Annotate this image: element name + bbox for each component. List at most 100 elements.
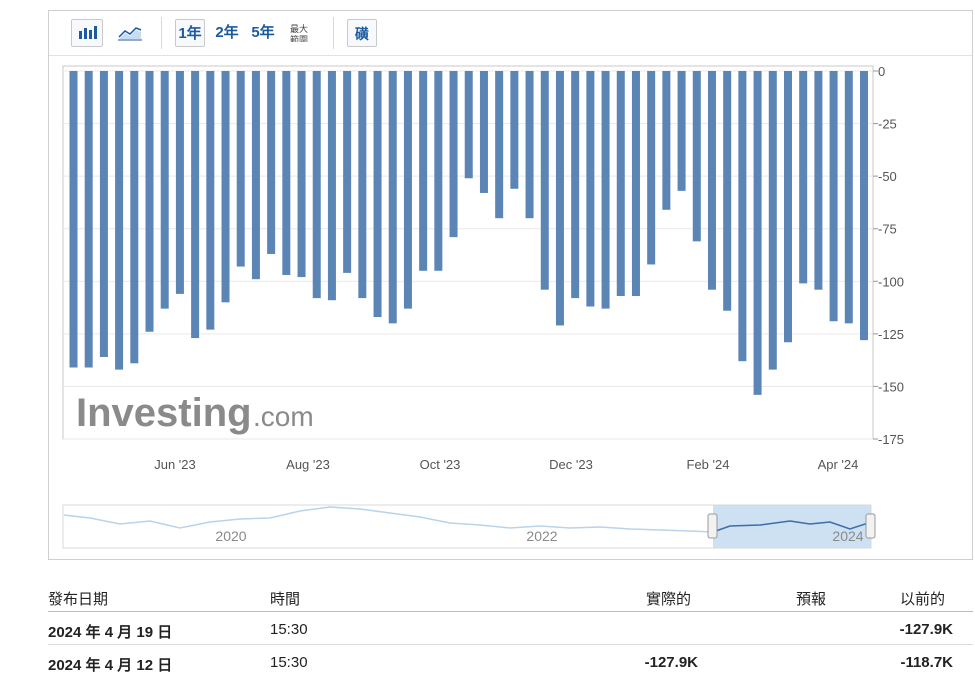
bar	[419, 71, 428, 271]
bar	[555, 71, 564, 326]
y-tick-label: -175	[878, 432, 904, 447]
bar	[829, 71, 838, 322]
bar	[464, 71, 473, 179]
bar	[449, 71, 458, 238]
x-tick-label: Apr '24	[818, 457, 859, 472]
header-forecast: 預報	[796, 591, 827, 608]
navigator-left-handle[interactable]	[707, 513, 718, 539]
table-view-button[interactable]: 磺	[347, 19, 377, 47]
bar	[723, 71, 732, 311]
y-tick-label: -125	[878, 327, 904, 342]
watermark: Investing .com	[76, 391, 314, 435]
bar	[115, 71, 124, 370]
navigator-line-selected	[712, 520, 871, 533]
bar	[677, 71, 686, 191]
y-tick-label: -100	[878, 274, 904, 289]
bar	[647, 71, 656, 265]
y-tick-label: -25	[878, 117, 897, 132]
bar	[236, 71, 245, 267]
bar	[221, 71, 230, 303]
header-previous: 以前的	[900, 591, 946, 608]
bar	[373, 71, 382, 318]
bar	[282, 71, 291, 275]
bar	[206, 71, 215, 330]
bar	[160, 71, 169, 309]
x-tick-label: Aug '23	[286, 457, 330, 472]
navigator-label-2022: 2022	[526, 528, 557, 544]
bar	[388, 71, 397, 324]
chart-toolbar: 1年 2年 5年 最大範圍 磺	[49, 11, 972, 56]
bar	[692, 71, 701, 242]
bar	[707, 71, 716, 290]
row-time: 15:30	[270, 654, 308, 671]
navigator-label-2020: 2020	[215, 528, 246, 544]
bar	[84, 71, 93, 368]
y-tick-label: -150	[878, 379, 904, 394]
bar	[525, 71, 534, 219]
bar	[175, 71, 184, 294]
bar	[99, 71, 108, 357]
bar	[145, 71, 154, 332]
bar	[358, 71, 367, 299]
row-previous: -118.7K	[900, 654, 953, 671]
range-max-button[interactable]: 最大範圍	[289, 24, 308, 42]
x-tick-label: Jun '23	[154, 457, 196, 472]
y-tick-label: -50	[878, 169, 897, 184]
bar	[753, 71, 762, 395]
area-chart-icon[interactable]	[113, 19, 147, 47]
bar	[343, 71, 352, 273]
bar	[479, 71, 488, 193]
bar	[130, 71, 139, 364]
x-tick-label: Feb '24	[687, 457, 730, 472]
x-tick-label: Dec '23	[549, 457, 593, 472]
row-time: 15:30	[270, 621, 308, 638]
bar	[814, 71, 823, 290]
bar	[297, 71, 306, 278]
bar	[540, 71, 549, 290]
y-tick-label: -75	[878, 222, 897, 237]
header-time: 時間	[270, 591, 301, 608]
bar	[403, 71, 412, 309]
bar	[267, 71, 276, 254]
range-2y-button[interactable]: 2年	[215, 24, 239, 41]
table-header-row: 發布日期 時間 實際的 預報 以前的	[48, 580, 973, 612]
row-date: 2024 年 4 月 12 日	[48, 657, 173, 674]
bar	[860, 71, 868, 341]
bar	[799, 71, 808, 284]
bar-chart-icon[interactable]	[71, 19, 103, 47]
bar	[571, 71, 580, 299]
y-tick-label: 0	[878, 64, 885, 79]
bar	[495, 71, 504, 219]
navigator-right-handle[interactable]	[865, 513, 876, 539]
header-date: 發布日期	[48, 591, 109, 608]
watermark-suffix: .com	[253, 401, 314, 432]
bar	[662, 71, 671, 210]
bar	[251, 71, 260, 280]
navigator[interactable]: 2020 2022 2024	[62, 504, 876, 549]
bar	[616, 71, 625, 297]
row-actual: -127.9K	[644, 654, 698, 671]
x-tick-label: Oct '23	[420, 457, 461, 472]
bar	[783, 71, 792, 343]
bar	[327, 71, 336, 301]
table-row: 2024 年 4 月 19 日 15:30 -127.9K	[48, 613, 973, 645]
bar	[586, 71, 595, 307]
bar	[738, 71, 747, 362]
bar	[191, 71, 200, 339]
navigator-label-2024: 2024	[832, 528, 863, 544]
watermark-brand: Investing	[76, 391, 252, 435]
table-row: 2024 年 4 月 12 日 15:30 -127.9K -118.7K	[48, 646, 973, 678]
bar	[601, 71, 610, 309]
bar	[631, 71, 640, 297]
range-5y-button[interactable]: 5年	[251, 24, 275, 41]
row-date: 2024 年 4 月 19 日	[48, 624, 173, 641]
bar	[768, 71, 777, 370]
bar	[844, 71, 853, 324]
header-actual: 實際的	[646, 591, 692, 608]
bar	[434, 71, 443, 271]
bar	[69, 71, 78, 368]
range-1y-button[interactable]: 1年	[175, 19, 205, 47]
bar	[312, 71, 321, 299]
row-previous: -127.9K	[899, 621, 953, 638]
